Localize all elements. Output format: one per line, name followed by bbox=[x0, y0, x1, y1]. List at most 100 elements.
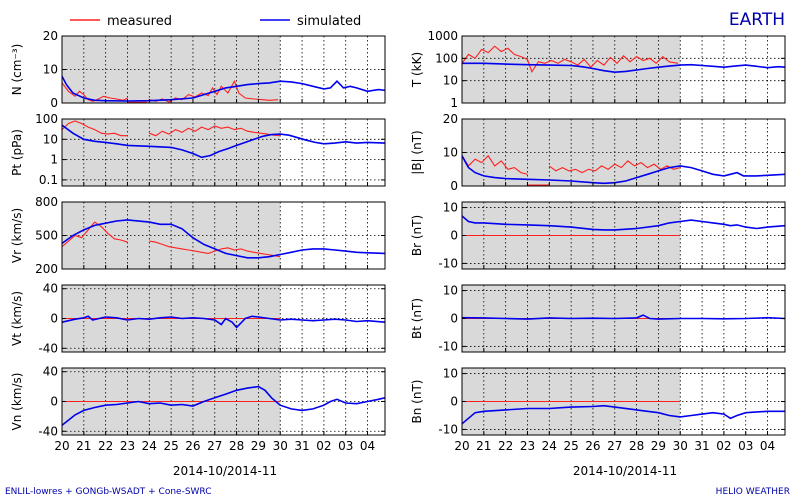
x-tick-label: 28 bbox=[229, 439, 244, 453]
y-tick-label: 0 bbox=[450, 395, 458, 409]
series-simulated-line bbox=[462, 62, 785, 74]
y-tick-label: 10 bbox=[443, 146, 458, 160]
series-simulated-line bbox=[462, 314, 785, 320]
x-tick-label: 04 bbox=[760, 439, 775, 453]
y-axis-label: Vt (km/s) bbox=[10, 291, 24, 346]
x-tick-label: 23 bbox=[520, 439, 535, 453]
series-simulated-line bbox=[62, 385, 385, 426]
series-measured-line bbox=[149, 125, 281, 137]
y-tick-label: 0 bbox=[450, 229, 458, 243]
y-tick-label: 1 bbox=[450, 96, 458, 110]
y-tick-label: 0 bbox=[450, 179, 458, 193]
x-tick-label: 03 bbox=[338, 439, 353, 453]
y-tick-label: 10 bbox=[443, 74, 458, 88]
panel-frame bbox=[461, 35, 786, 104]
footer-model-text: ENLIL-lowres + GONGb-WSADT + Cone-SWRC bbox=[5, 487, 212, 497]
x-tick-label: 27 bbox=[207, 439, 222, 453]
y-axis-label: Vr (km/s) bbox=[10, 208, 24, 263]
y-tick-label: 100 bbox=[435, 51, 458, 65]
x-axis-label-right: 2014-10/2014-11 bbox=[573, 464, 677, 478]
y-tick-label: 0 bbox=[450, 312, 458, 326]
y-tick-label: 1 bbox=[50, 153, 58, 167]
legend-measured-label: measured bbox=[107, 14, 172, 29]
x-tick-label: 25 bbox=[163, 439, 178, 453]
panel-Br: -10 0 10 Br (nT) bbox=[410, 201, 786, 270]
series-simulated-line bbox=[62, 75, 385, 102]
x-tick-label: 24 bbox=[542, 439, 557, 453]
series-simulated-line bbox=[62, 124, 385, 159]
series-measured-line bbox=[62, 221, 128, 248]
x-tick-label: 29 bbox=[651, 439, 666, 453]
y-axis-label: Bn (nT) bbox=[410, 380, 424, 424]
y-axis-label: Bt (nT) bbox=[410, 298, 424, 339]
y-tick-label: 10 bbox=[43, 132, 58, 146]
x-tick-label: 21 bbox=[76, 439, 91, 453]
series-measured-line bbox=[62, 120, 128, 137]
y-tick-label: 100 bbox=[35, 112, 58, 126]
y-tick-label: 0.1 bbox=[39, 173, 58, 187]
x-tick-label: 22 bbox=[498, 439, 513, 453]
x-tick-label: 28 bbox=[629, 439, 644, 453]
x-tick-label: 30 bbox=[273, 439, 288, 453]
y-tick-label: 1000 bbox=[427, 29, 458, 43]
legend-simulated-label: simulated bbox=[297, 14, 361, 29]
y-tick-label: 0 bbox=[50, 96, 58, 110]
x-tick-label: 21 bbox=[476, 439, 491, 453]
footer-brand-text: HELIO WEATHER bbox=[716, 487, 790, 497]
y-tick-label: 20 bbox=[43, 29, 58, 43]
x-tick-label: 02 bbox=[316, 439, 331, 453]
x-tick-label: 27 bbox=[607, 439, 622, 453]
panel-frame bbox=[61, 118, 386, 187]
y-tick-label: -40 bbox=[38, 424, 58, 438]
series-measured-line bbox=[149, 240, 281, 258]
legend: measured simulated bbox=[70, 14, 361, 29]
y-axis-label: Pt (pPa) bbox=[10, 129, 24, 176]
series-measured-line bbox=[462, 45, 679, 74]
panel-Vr: 200 500 800 Vr (km/s) bbox=[10, 195, 386, 276]
x-tick-label: 03 bbox=[738, 439, 753, 453]
x-tick-label: 20 bbox=[454, 439, 469, 453]
y-tick-label: 500 bbox=[35, 229, 58, 243]
y-tick-label: 10 bbox=[443, 284, 458, 298]
panel-Vt: -40 0 40 Vt (km/s) bbox=[10, 282, 386, 355]
y-tick-label: -40 bbox=[38, 341, 58, 355]
panel-Bt: -10 0 10 Bt (nT) bbox=[410, 284, 786, 353]
x-tick-label: 24 bbox=[142, 439, 157, 453]
y-tick-label: 40 bbox=[43, 365, 58, 379]
y-tick-label: 200 bbox=[35, 262, 58, 276]
panel-Bn: -10 0 10 Bn (nT) 20 21 22 23 24 25 26 27 28 29 30 31 02 0… bbox=[410, 367, 786, 453]
panel-Pt: 0.1 1 10 100 Pt (pPa) bbox=[10, 112, 386, 187]
y-tick-label: 10 bbox=[43, 63, 58, 77]
y-tick-label: -10 bbox=[438, 422, 458, 436]
y-axis-label: N (cm⁻³) bbox=[10, 44, 24, 96]
y-tick-label: 800 bbox=[35, 195, 58, 209]
x-tick-label: 23 bbox=[120, 439, 135, 453]
series-simulated-line bbox=[462, 215, 785, 231]
x-tick-label: 31 bbox=[294, 439, 309, 453]
y-axis-label: Br (nT) bbox=[410, 215, 424, 256]
x-tick-label: 26 bbox=[185, 439, 200, 453]
y-tick-label: 10 bbox=[443, 367, 458, 381]
series-simulated-line bbox=[62, 219, 385, 259]
panel-N: 0 10 20 N (cm⁻³) bbox=[10, 29, 386, 110]
y-tick-label: -10 bbox=[438, 256, 458, 270]
series-measured-line bbox=[462, 154, 528, 175]
y-tick-label: 10 bbox=[443, 201, 458, 215]
y-axis-label: T (kK) bbox=[410, 52, 424, 88]
x-axis-label-left: 2014-10/2014-11 bbox=[173, 464, 277, 478]
y-tick-label: -10 bbox=[438, 339, 458, 353]
y-axis-label: Vn (km/s) bbox=[10, 373, 24, 431]
series-simulated-line bbox=[462, 404, 785, 425]
x-tick-label: 25 bbox=[563, 439, 578, 453]
series-simulated-line bbox=[462, 155, 785, 185]
x-tick-label: 22 bbox=[98, 439, 113, 453]
x-tick-label: 31 bbox=[694, 439, 709, 453]
x-tick-label: 04 bbox=[360, 439, 375, 453]
y-tick-label: 0 bbox=[50, 395, 58, 409]
x-tick-label: 29 bbox=[251, 439, 266, 453]
series-simulated-line bbox=[62, 315, 385, 329]
x-tick-label: 30 bbox=[673, 439, 688, 453]
